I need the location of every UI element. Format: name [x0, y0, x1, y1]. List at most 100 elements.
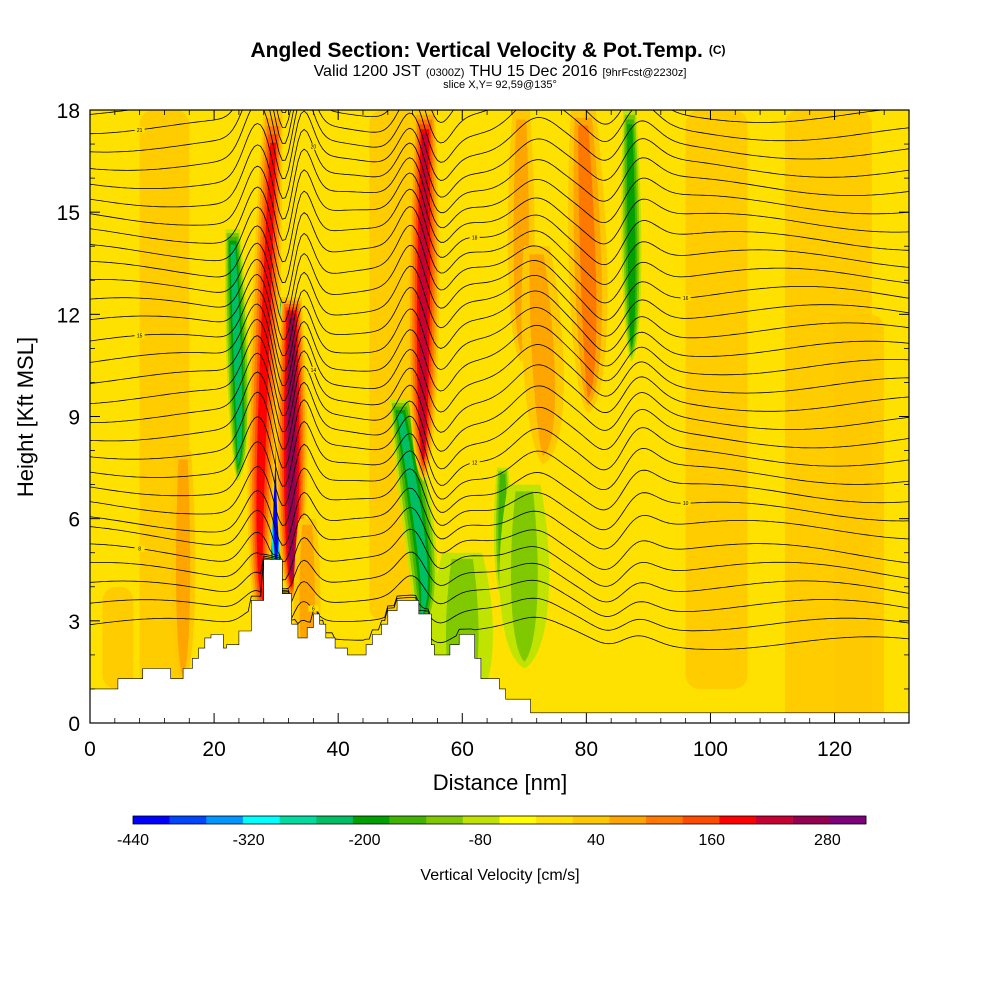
x-tick-label-6: 120: [817, 738, 852, 761]
isentrope-line-29: [90, 110, 886, 144]
isentrope-line-21: [90, 206, 909, 285]
isentrope-label-28: 21: [137, 128, 143, 134]
y-tick-label-6: 18: [57, 100, 80, 123]
isentrope-label-bg-16: [134, 332, 145, 339]
isentrope-line-7: [90, 465, 909, 531]
valid-date: THU 15 Dec 2016: [469, 63, 597, 80]
x-tick-label-0: 0: [84, 738, 96, 761]
colorbar-swatch-2: [206, 816, 244, 824]
isentrope-line-5: [90, 507, 909, 570]
isentrope-label-bg-7: [680, 500, 691, 507]
x-axis: 0 20 40 60 80 100 120: [84, 110, 885, 761]
colorbar-swatch-3: [242, 816, 280, 824]
isentrope-line-20: [90, 224, 909, 304]
colorbar-frame: [132, 815, 867, 825]
title-mark: (C): [709, 43, 726, 57]
colorbar-swatch-10: [499, 816, 537, 824]
x-tick-label-4: 80: [575, 738, 598, 761]
x-tick-label-3: 60: [451, 738, 474, 761]
isentrope-label-bg-31: [681, 81, 691, 87]
colorbar-swatch-15: [682, 816, 720, 824]
colorbar-swatch-14: [646, 816, 683, 824]
isentrope-line-6: [90, 487, 909, 550]
isentrope-label-bg-19: [680, 294, 691, 301]
chart-subtitle: Valid 1200 JST (0300Z) THU 15 Dec 2016 [9hr…: [314, 63, 687, 80]
isentrope-line-11: [90, 371, 909, 470]
colorbar-swatch-6: [352, 816, 390, 824]
isentrope-line-17: [90, 274, 909, 356]
updraft-2-level-6: [419, 133, 429, 458]
colorbar-swatch-8: [426, 816, 464, 824]
isentrope-line-0: [90, 559, 909, 650]
isentrope-line-23: [90, 165, 909, 245]
updraft-6-level-2: [175, 459, 191, 677]
colorbar-swatch-5: [316, 816, 354, 824]
isentrope-label-bg-13: [308, 366, 319, 373]
isentrope-line-25: [90, 122, 909, 214]
isentrope-label-10: 12: [472, 461, 478, 467]
isentrope-line-24: [90, 144, 909, 229]
colorbar-title: Vertical Velocity [cm/s]: [420, 867, 579, 884]
colorbar: -440 -320 -200 -80 40 160 280: [117, 815, 867, 849]
colorbar-label-0: -440: [117, 832, 149, 849]
colorbar-label-3: -80: [469, 832, 492, 849]
isentrope-line-4: [90, 528, 909, 587]
updraft-4-level-3: [578, 125, 597, 398]
x-tick-label-2: 40: [327, 738, 350, 761]
y-axis-title: Height [Kft MSL]: [13, 337, 38, 497]
isentrope-label-bg-22: [469, 234, 480, 241]
colorbar-label-5: 160: [698, 832, 725, 849]
isentrope-line-14: [90, 318, 909, 413]
isentrope-line-2: [90, 555, 909, 617]
isentrope-label-1: 6: [312, 607, 315, 613]
y-tick-label-5: 15: [57, 202, 80, 225]
weak-updraft-region-2: [685, 110, 748, 689]
x-tick-label-1: 20: [202, 738, 225, 761]
updraft-5-level-2: [529, 254, 556, 456]
title-text: Angled Section: Vertical Velocity & Pot.…: [250, 39, 702, 62]
colorbar-label-1: -320: [233, 832, 265, 849]
y-tick-label-0: 0: [68, 713, 80, 736]
forecast-label: [9hrFcst@2230z]: [602, 67, 686, 79]
y-tick-label-2: 6: [68, 509, 80, 532]
isentrope-line-13: [90, 335, 909, 433]
slice-label: slice X,Y= 92,59@135°: [443, 79, 557, 91]
isentrope-label-4: 8: [138, 547, 141, 553]
y-tick-label-4: 12: [57, 304, 80, 327]
isentrope-line-15: [90, 303, 909, 392]
isentrope-line-8: [90, 441, 909, 513]
colorbar-swatch-1: [169, 816, 207, 824]
y-axis: 0 3 6 9 12 15 18: [57, 100, 909, 736]
isentrope-label-bg-4: [134, 545, 145, 552]
isentrope-label-7: 10: [683, 501, 689, 507]
isentrope-label-19: 16: [683, 296, 689, 302]
isentrope-label-bg-25: [308, 143, 319, 150]
plot-area: 6 8 10 12 14 15 16 18 20 21 22: [90, 81, 909, 723]
isentrope-line-1: [90, 557, 909, 632]
colorbar-swatch-13: [609, 816, 647, 824]
y-tick-label-1: 3: [68, 611, 80, 634]
colorbar-swatch-19: [829, 816, 867, 824]
isentrope-line-3: [90, 551, 909, 603]
isentrope-label-bg-28: [134, 126, 145, 133]
isentrope-label-22: 18: [472, 235, 478, 241]
colorbar-swatch-9: [462, 816, 500, 824]
colorbar-label-4: 40: [587, 832, 605, 849]
downdraft-6-level-2: [510, 491, 538, 662]
plot-background: [90, 110, 909, 723]
colorbar-swatch-16: [719, 816, 757, 824]
isentrope-label-31: 22: [683, 82, 689, 88]
colorbar-swatch-18: [792, 816, 830, 824]
isentrope-label-16: 15: [137, 333, 143, 339]
downdraft-3-level-5: [397, 413, 428, 621]
isentrope-line-19: [90, 242, 909, 323]
isentrope-line-18: [90, 258, 909, 340]
isentrope-line-10: [90, 391, 909, 486]
weak-updraft-region-5: [102, 586, 134, 689]
isentrope-line-12: [90, 352, 909, 452]
isentrope-line-16: [90, 288, 909, 372]
y-tick-label-3: 9: [68, 407, 80, 430]
x-axis-title: Distance [nm]: [433, 770, 568, 795]
isentrope-line-27: [90, 110, 909, 181]
